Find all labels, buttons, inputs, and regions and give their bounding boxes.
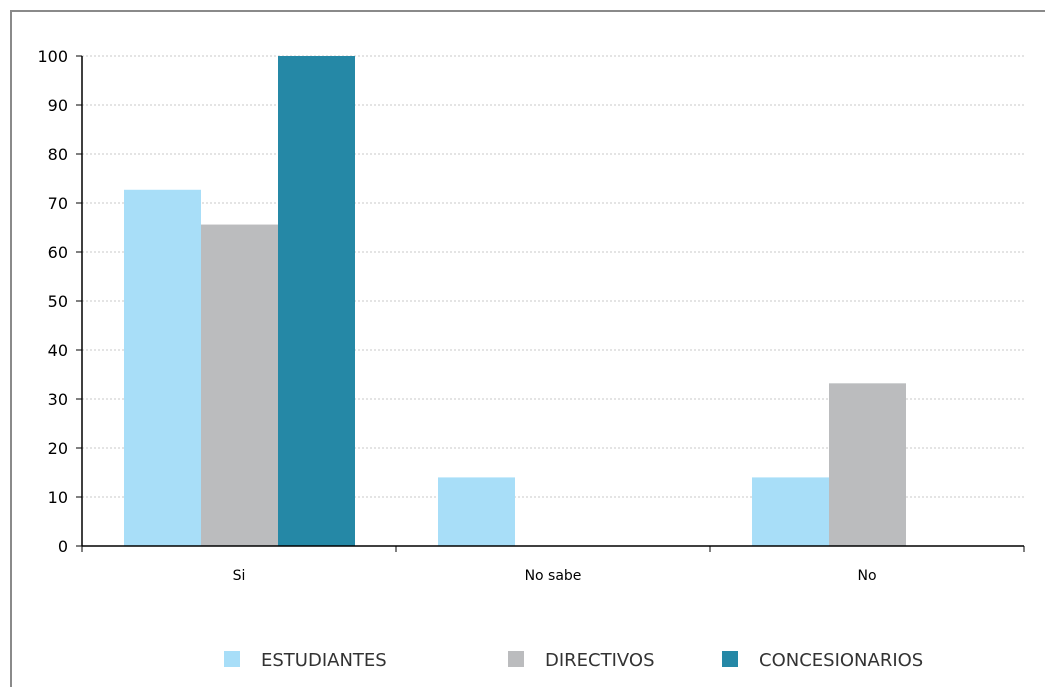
y-tick-label-7: 70 [48, 194, 68, 213]
legend-swatch-estudiantes [224, 651, 240, 667]
y-tick-label-4: 40 [48, 341, 68, 360]
category-label-1: No sabe [525, 568, 582, 584]
bar-estudiantes-1 [438, 477, 515, 546]
bar-concesionarios-0 [278, 56, 355, 546]
legend-label-directivos: DIRECTIVOS [545, 650, 655, 671]
bar-estudiantes-2 [752, 477, 829, 546]
y-tick-label-9: 90 [48, 96, 68, 115]
y-tick-label-3: 30 [48, 390, 68, 409]
category-label-0: Si [233, 568, 246, 584]
y-tick-label-5: 50 [48, 292, 68, 311]
legend-label-concesionarios: CONCESIONARIOS [759, 650, 923, 671]
bar-directivos-2 [829, 383, 906, 546]
y-tick-label-10: 100 [37, 47, 68, 66]
bar-estudiantes-0 [124, 189, 201, 546]
chart-frame [10, 10, 1045, 687]
y-tick-label-1: 10 [48, 488, 68, 507]
bar-directivos-0 [201, 224, 278, 546]
y-tick-label-8: 80 [48, 145, 68, 164]
legend-label-estudiantes: ESTUDIANTES [261, 650, 387, 671]
y-tick-label-2: 20 [48, 439, 68, 458]
y-tick-label-6: 60 [48, 243, 68, 262]
y-tick-label-0: 0 [58, 537, 68, 556]
legend-swatch-concesionarios [722, 651, 738, 667]
legend-swatch-directivos [508, 651, 524, 667]
category-label-2: No [857, 568, 876, 584]
